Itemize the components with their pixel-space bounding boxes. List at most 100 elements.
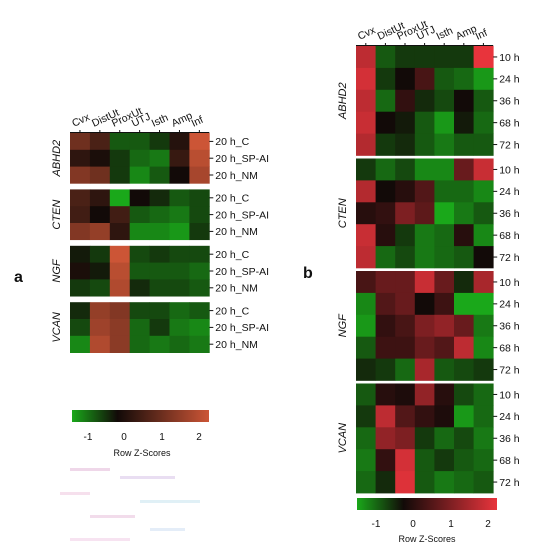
column-label: Inf — [190, 114, 206, 130]
heatmap-cell — [129, 279, 150, 297]
heatmap-cell — [395, 67, 416, 91]
row-label: 20 h_NM — [215, 170, 258, 182]
row-label: 10 h — [499, 164, 520, 176]
color-scale-tick-a: 1 — [159, 432, 165, 443]
heatmap-cell — [395, 111, 416, 134]
heatmap-cell — [375, 427, 396, 450]
heatmap-cell — [434, 427, 455, 450]
heatmap-cell — [375, 358, 396, 381]
heatmap-cell — [473, 111, 494, 134]
row-label: 68 h — [499, 117, 520, 129]
heatmap-cell — [89, 166, 111, 184]
heatmap-cell — [89, 335, 111, 353]
heatmap-cell — [395, 158, 416, 181]
heatmap-cell — [129, 133, 150, 151]
heatmap-cell — [70, 133, 91, 151]
row-label: 36 h — [499, 208, 520, 220]
heatmap-cell — [434, 405, 455, 428]
heatmap-cell — [129, 223, 150, 241]
heatmap-cell — [454, 224, 474, 247]
heatmap-cell — [454, 133, 474, 156]
heatmap-cell — [395, 292, 416, 316]
heatmap-cell — [395, 180, 416, 203]
row-label: 20 h_NM — [215, 339, 258, 351]
heatmap-cell — [89, 133, 111, 151]
heatmap-cell — [70, 335, 91, 353]
heatmap-cell — [454, 314, 474, 338]
heatmap-cell — [189, 189, 210, 207]
panel-label-a: a — [14, 269, 23, 286]
heatmap-cell — [454, 111, 474, 134]
heatmap-cell — [414, 383, 435, 406]
color-scale-a: -1 0 1 2 Row Z-Scores — [72, 410, 209, 458]
heatmap-cell — [189, 245, 210, 263]
heatmap-cell — [375, 67, 396, 91]
heatmap-cell — [473, 202, 494, 225]
heatmap-cell — [70, 302, 91, 320]
heatmap-cell — [395, 358, 416, 381]
heatmap-cell — [454, 336, 474, 359]
heatmap-cell — [109, 302, 131, 320]
heatmap-cell — [356, 133, 376, 156]
block-separator — [70, 183, 210, 190]
heatmap-cell — [414, 111, 435, 134]
heatmap-cell — [375, 336, 396, 359]
heatmap-cell — [434, 246, 455, 269]
heatmap-cell — [375, 449, 396, 472]
heatmap-cell — [434, 202, 455, 225]
heatmap-cell — [375, 89, 396, 113]
row-label: 36 h — [499, 96, 520, 108]
heatmap-cell — [375, 383, 396, 406]
heatmap-cell — [70, 206, 91, 224]
heatmap-cell — [169, 302, 190, 320]
color-scale-bar-b — [357, 498, 497, 510]
heatmap-cell — [169, 206, 190, 224]
heatmap-cell — [454, 271, 474, 294]
heatmap-cell — [414, 471, 435, 494]
heatmap-cell — [149, 133, 170, 151]
heatmap-cell — [169, 319, 190, 337]
heatmap-cell — [89, 245, 111, 263]
heatmap-cell — [189, 133, 210, 151]
heatmap-cell — [356, 405, 376, 428]
heatmap-cell — [109, 149, 131, 167]
heatmap-cell — [434, 133, 455, 156]
heatmap-cell — [454, 202, 474, 225]
heatmap-cell — [356, 471, 376, 494]
heatmap-cell — [356, 180, 376, 203]
heatmap-cell — [149, 335, 170, 353]
heatmap-cell — [414, 358, 435, 381]
heatmap-cell — [434, 180, 455, 203]
heatmap-cell — [129, 335, 150, 353]
row-label: 24 h — [499, 299, 520, 311]
heatmap-cell — [169, 335, 190, 353]
gene-label: NGF — [51, 258, 63, 283]
heatmap-cell — [473, 471, 494, 494]
heatmap-cell — [89, 223, 111, 241]
heatmap-cell — [109, 189, 131, 207]
heatmap-cell — [434, 158, 455, 181]
gene-label: NGF — [337, 313, 349, 338]
column-label: Isth — [434, 25, 455, 43]
heatmap-cell — [434, 224, 455, 247]
heatmap-cell — [434, 449, 455, 472]
color-scale-bar-a — [72, 410, 209, 422]
heatmap-cell — [189, 262, 210, 280]
heatmap-cell — [109, 319, 131, 337]
heatmap-cell — [129, 262, 150, 280]
heatmap-cell — [189, 279, 210, 297]
heatmap-cell — [414, 292, 435, 316]
heatmap-cell — [414, 427, 435, 450]
heatmap-cell — [454, 158, 474, 181]
heatmap-cell — [189, 319, 210, 337]
heatmap-cell — [189, 166, 210, 184]
scan-artifacts — [60, 468, 200, 541]
heatmap-cell — [454, 46, 474, 69]
heatmap-cell — [473, 89, 494, 113]
heatmap-cell — [454, 246, 474, 269]
heatmap-cell — [356, 158, 376, 181]
heatmap-cell — [70, 166, 91, 184]
heatmap-cell — [414, 180, 435, 203]
row-label: 20 h_NM — [215, 226, 258, 238]
gene-label: CTEN — [51, 200, 63, 230]
